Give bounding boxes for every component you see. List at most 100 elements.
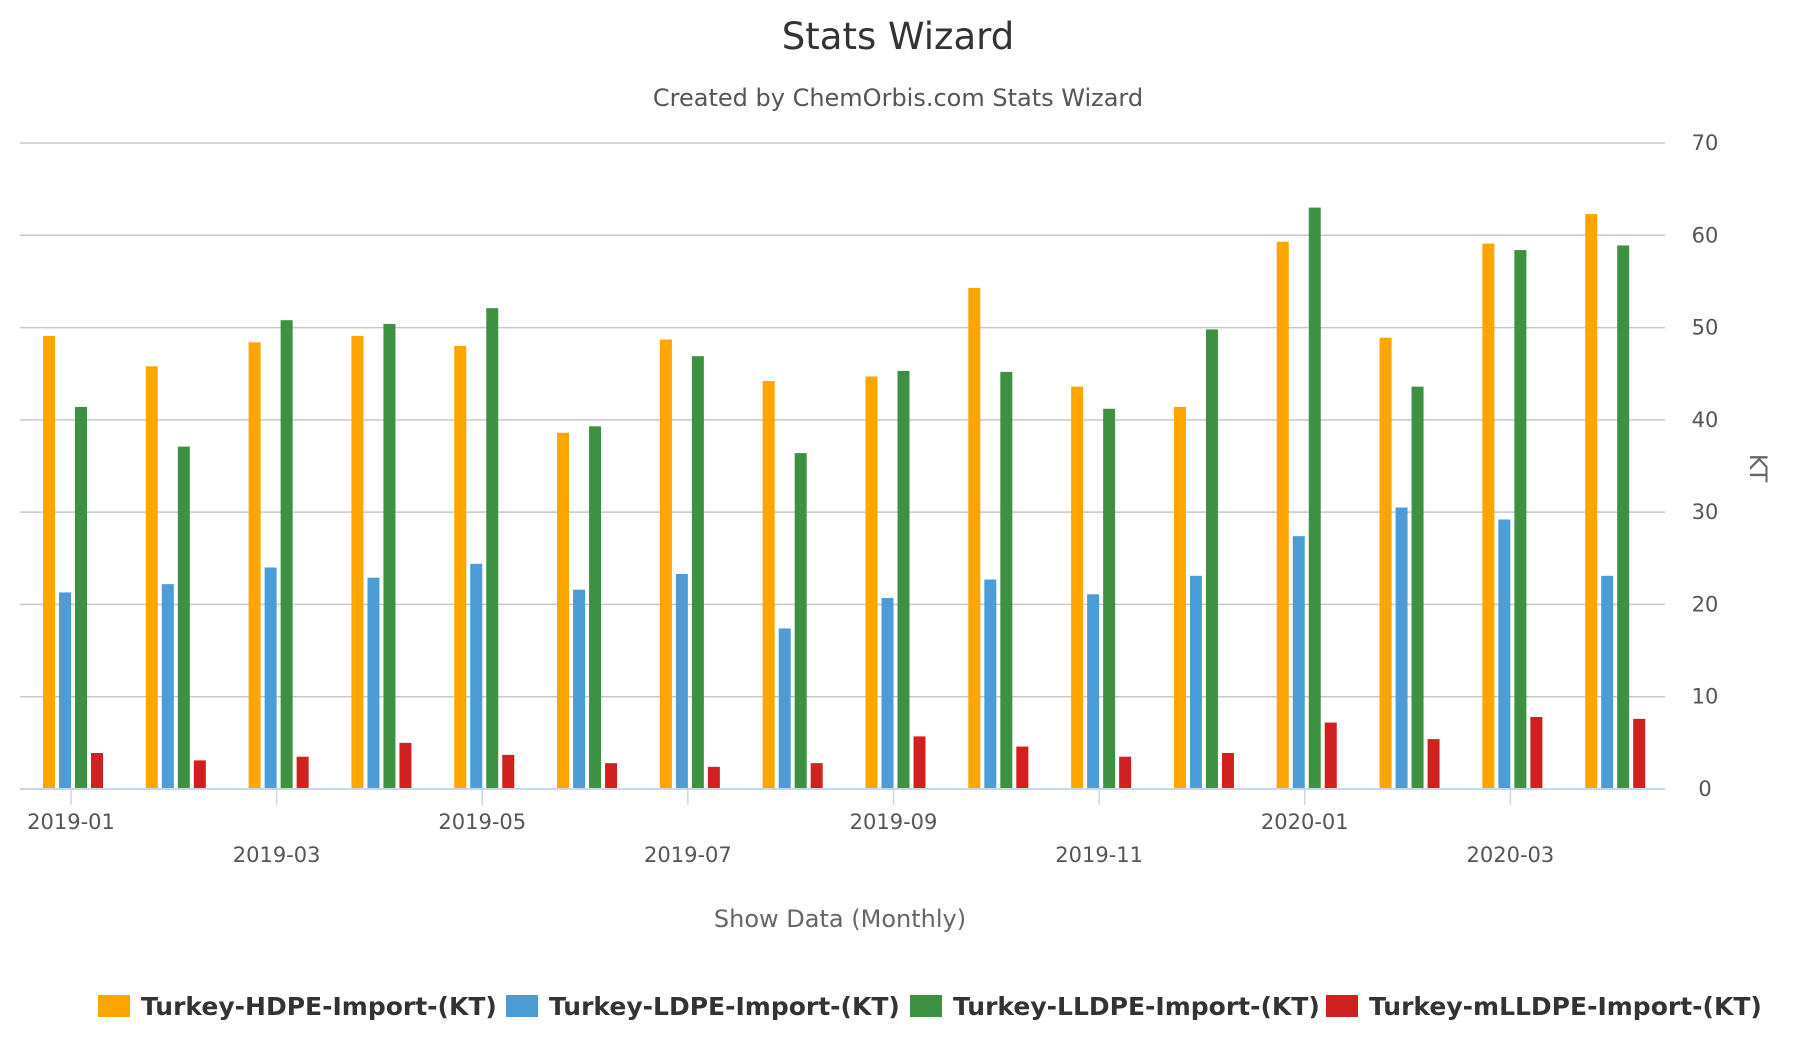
bar[interactable] [1395,507,1408,789]
y-tick-label: 30 [1692,500,1719,524]
bar[interactable] [43,335,55,789]
x-tick-label: 2019-01 [27,810,115,834]
legend-swatch [1326,995,1358,1017]
bar[interactable] [1601,575,1614,789]
x-axis: 2019-01 2019-03 2019-05 2019-07 2019-09 2019-… [20,788,1665,867]
bar[interactable] [59,592,71,789]
bar[interactable] [762,381,775,789]
x-tick-label: 2020-03 [1467,843,1555,867]
bar[interactable] [1016,746,1029,789]
bar[interactable] [1308,207,1321,790]
legend-item[interactable]: Turkey-HDPE-Import-(KT) [98,992,497,1021]
bar[interactable] [502,754,515,789]
bar[interactable] [280,320,293,789]
bar[interactable] [161,584,174,789]
bar[interactable] [264,567,277,789]
bar[interactable] [968,287,981,789]
bar[interactable] [248,342,261,789]
x-tick-label: 2020-01 [1261,810,1349,834]
bar[interactable] [1189,575,1202,789]
bar[interactable] [145,366,158,789]
bar[interactable] [881,597,894,789]
bar[interactable] [1292,536,1305,789]
bar[interactable] [1411,386,1424,789]
bar[interactable] [605,763,618,789]
legend-swatch [98,995,130,1017]
bar[interactable] [1482,243,1495,789]
legend: Turkey-HDPE-Import-(KT) Turkey-LDPE-Impor… [98,992,1762,1021]
bar[interactable] [351,335,364,789]
bar[interactable] [1205,329,1218,789]
bar[interactable] [1633,718,1646,789]
bar[interactable] [1427,739,1440,789]
x-tick-label: 2019-09 [850,810,938,834]
y-tick-label: 60 [1692,223,1719,247]
bar[interactable] [707,766,720,789]
bar[interactable] [1103,408,1116,789]
bar[interactable] [1221,753,1234,789]
bar[interactable] [778,628,791,789]
bar[interactable] [1071,386,1084,789]
bar[interactable] [794,453,807,789]
bar[interactable] [897,370,910,789]
y-tick-label: 20 [1692,592,1719,616]
bars [43,207,1646,790]
x-tick-label: 2019-07 [644,843,732,867]
legend-swatch [506,995,538,1017]
legend-item[interactable]: Turkey-LDPE-Import-(KT) [506,992,900,1021]
x-axis-title: Show Data (Monthly) [714,905,966,933]
chart-title: Stats Wizard [782,15,1014,58]
bar[interactable] [1119,756,1132,789]
bar[interactable] [659,339,672,789]
legend-item[interactable]: Turkey-LLDPE-Import-(KT) [910,992,1320,1021]
bar[interactable] [1000,371,1013,789]
bar[interactable] [913,736,926,789]
bar[interactable] [383,323,396,789]
y-tick-label: 50 [1692,316,1719,340]
y-tick-label: 10 [1692,685,1719,709]
bar[interactable] [296,756,309,789]
bar[interactable] [367,577,380,789]
legend-item[interactable]: Turkey-mLLDPE-Import-(KT) [1326,992,1762,1021]
bar[interactable] [675,573,688,789]
bar[interactable] [1324,722,1337,789]
bar[interactable] [557,432,570,789]
bar[interactable] [454,346,467,789]
bar[interactable] [1498,519,1511,789]
bar[interactable] [470,563,483,789]
x-tick-label: 2019-05 [438,810,526,834]
bar[interactable] [1379,337,1392,789]
bar[interactable] [75,406,87,789]
bar[interactable] [1530,717,1543,789]
y-axis: 0 10 20 30 40 50 60 70 [1692,131,1719,801]
legend-label: Turkey-LLDPE-Import-(KT) [953,992,1320,1021]
bar[interactable] [486,308,499,789]
legend-label: Turkey-LDPE-Import-(KT) [549,992,900,1021]
bar[interactable] [865,376,878,789]
bar[interactable] [1617,245,1630,790]
legend-label: Turkey-mLLDPE-Import-(KT) [1369,992,1762,1021]
bar[interactable] [691,356,704,789]
bar[interactable] [1585,214,1598,789]
bar[interactable] [1087,594,1100,789]
grid-lines [20,142,1665,698]
legend-label: Turkey-HDPE-Import-(KT) [141,992,497,1021]
bar[interactable] [177,446,190,789]
x-tick-label: 2019-11 [1055,843,1143,867]
bar[interactable] [399,742,412,789]
bar[interactable] [984,579,997,789]
y-tick-label: 40 [1692,408,1719,432]
bar[interactable] [91,753,103,789]
bar[interactable] [1514,250,1527,790]
chart-subtitle: Created by ChemOrbis.com Stats Wizard [653,84,1143,112]
bar[interactable] [810,763,823,789]
legend-swatch [910,995,942,1017]
bar[interactable] [589,426,602,789]
bar[interactable] [573,589,586,789]
y-tick-label: 0 [1698,777,1711,801]
bar[interactable] [193,760,206,789]
bar[interactable] [1173,406,1186,789]
bar[interactable] [1276,241,1289,789]
